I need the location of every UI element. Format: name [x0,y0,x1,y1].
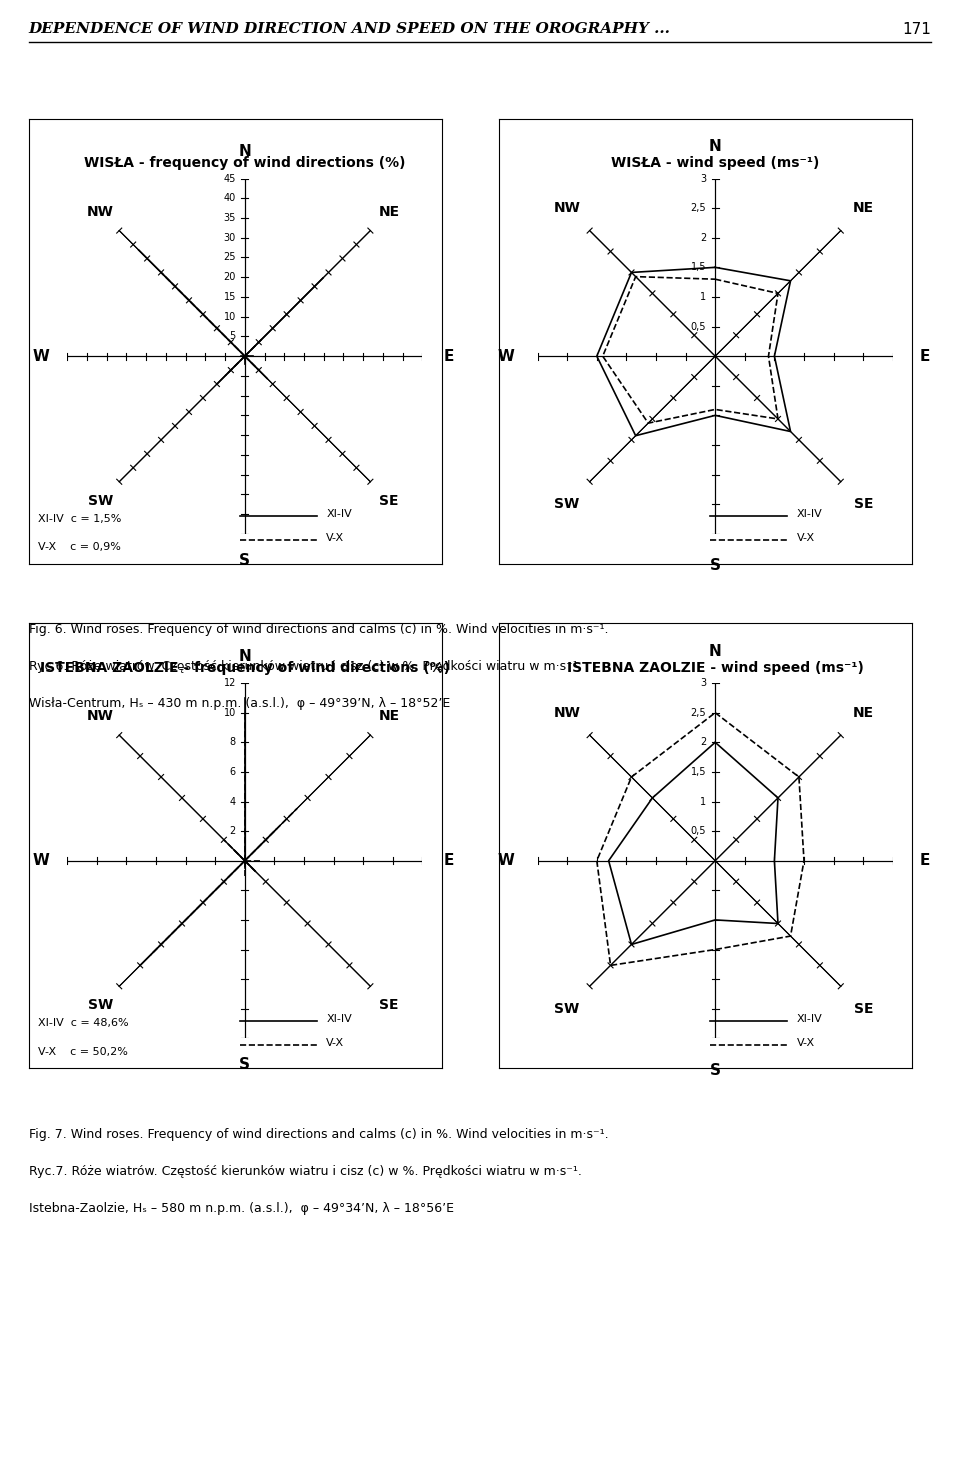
Text: XI-IV  c = 48,6%: XI-IV c = 48,6% [38,1018,129,1028]
Text: 10: 10 [224,312,236,322]
Title: ISTEBNA ZAOLZIE - frequency of wind directions (%): ISTEBNA ZAOLZIE - frequency of wind dire… [39,660,450,675]
Text: 3: 3 [700,174,707,184]
Text: DEPENDENCE OF WIND DIRECTION AND SPEED ON THE OROGRAPHY ...: DEPENDENCE OF WIND DIRECTION AND SPEED O… [29,22,671,36]
Text: 2,5: 2,5 [690,203,707,214]
Text: SE: SE [379,494,399,508]
Text: V-X: V-X [797,533,815,543]
Text: W: W [32,853,49,868]
Text: V-X    c = 50,2%: V-X c = 50,2% [38,1046,129,1057]
Text: 2: 2 [700,233,707,243]
Text: NE: NE [852,705,874,720]
Title: WISŁA - frequency of wind directions (%): WISŁA - frequency of wind directions (%) [84,156,405,171]
Text: 2: 2 [229,827,236,835]
Text: SW: SW [554,497,580,512]
Text: NW: NW [554,705,581,720]
Text: N: N [238,144,252,159]
Text: V-X: V-X [797,1037,815,1048]
Text: Ryc.7. Róże wiatrów. Częstość kierunków wiatru i cisz (c) w %. Prędkości wiatru : Ryc.7. Róże wiatrów. Częstość kierunków … [29,1165,582,1178]
Text: XI-IV: XI-IV [326,1014,352,1024]
Text: 0,5: 0,5 [691,827,707,835]
Text: SW: SW [87,999,113,1012]
Text: SW: SW [554,1002,580,1017]
Text: N: N [708,644,722,659]
Text: 25: 25 [224,252,236,263]
Text: N: N [708,139,722,154]
Text: NW: NW [87,709,114,723]
Text: 1: 1 [700,797,707,806]
Text: Fig. 7. Wind roses. Frequency of wind directions and calms (c) in %. Wind veloci: Fig. 7. Wind roses. Frequency of wind di… [29,1128,609,1141]
Text: W: W [497,853,514,868]
Text: 1,5: 1,5 [691,767,707,778]
Text: W: W [32,349,49,364]
Text: NW: NW [554,200,581,215]
Text: W: W [497,349,514,364]
Text: NE: NE [852,200,874,215]
Text: 3: 3 [700,678,707,689]
Text: SE: SE [379,999,399,1012]
Text: E: E [920,853,930,868]
Text: S: S [239,554,251,568]
Text: SW: SW [87,494,113,508]
Text: 10: 10 [224,708,236,718]
Text: SE: SE [853,1002,874,1017]
Text: 30: 30 [224,233,236,243]
Text: 20: 20 [224,272,236,282]
Text: 8: 8 [229,738,236,748]
Text: S: S [239,1058,251,1073]
Text: 4: 4 [229,797,236,806]
Text: Fig. 6. Wind roses. Frequency of wind directions and calms (c) in %. Wind veloci: Fig. 6. Wind roses. Frequency of wind di… [29,623,609,637]
Text: 6: 6 [229,767,236,778]
Text: 5: 5 [229,331,236,341]
Text: 35: 35 [224,214,236,223]
Text: 0,5: 0,5 [691,322,707,331]
Text: V-X: V-X [326,533,345,543]
Text: 45: 45 [224,174,236,184]
Text: 2: 2 [700,738,707,748]
Text: Ryc.6. Róże wiatrów. Częstość kierunków wiatru i cisz (c) w %. Prędkości wiatru : Ryc.6. Róże wiatrów. Częstość kierunków … [29,660,582,674]
Text: XI-IV: XI-IV [797,1014,823,1024]
Text: 12: 12 [224,678,236,689]
Text: S: S [709,1063,721,1077]
Text: NE: NE [378,205,399,218]
Text: SE: SE [853,497,874,512]
Text: 171: 171 [902,22,931,37]
Text: V-X: V-X [326,1037,345,1048]
Text: N: N [238,649,252,663]
Text: 15: 15 [224,292,236,301]
Text: 2,5: 2,5 [690,708,707,718]
Text: E: E [444,853,454,868]
Text: XI-IV: XI-IV [797,509,823,519]
Text: Istebna-Zaolzie, Hₛ – 580 m n.p.m. (a.s.l.),  φ – 49°34’N, λ – 18°56’E: Istebna-Zaolzie, Hₛ – 580 m n.p.m. (a.s.… [29,1202,454,1215]
Title: ISTEBNA ZAOLZIE - wind speed (ms⁻¹): ISTEBNA ZAOLZIE - wind speed (ms⁻¹) [566,660,864,675]
Text: S: S [709,558,721,573]
Text: E: E [920,349,930,364]
Text: Wisła-Centrum, Hₛ – 430 m n.p.m. (a.s.l.),  φ – 49°39’N, λ – 18°52’E: Wisła-Centrum, Hₛ – 430 m n.p.m. (a.s.l.… [29,697,450,711]
Text: 1,5: 1,5 [691,263,707,273]
Text: V-X    c = 0,9%: V-X c = 0,9% [38,542,121,552]
Title: WISŁA - wind speed (ms⁻¹): WISŁA - wind speed (ms⁻¹) [611,156,820,171]
Text: NE: NE [378,709,399,723]
Text: 1: 1 [700,292,707,301]
Text: 40: 40 [224,193,236,203]
Text: XI-IV  c = 1,5%: XI-IV c = 1,5% [38,513,122,524]
Text: E: E [444,349,454,364]
Text: NW: NW [87,205,114,218]
Text: XI-IV: XI-IV [326,509,352,519]
